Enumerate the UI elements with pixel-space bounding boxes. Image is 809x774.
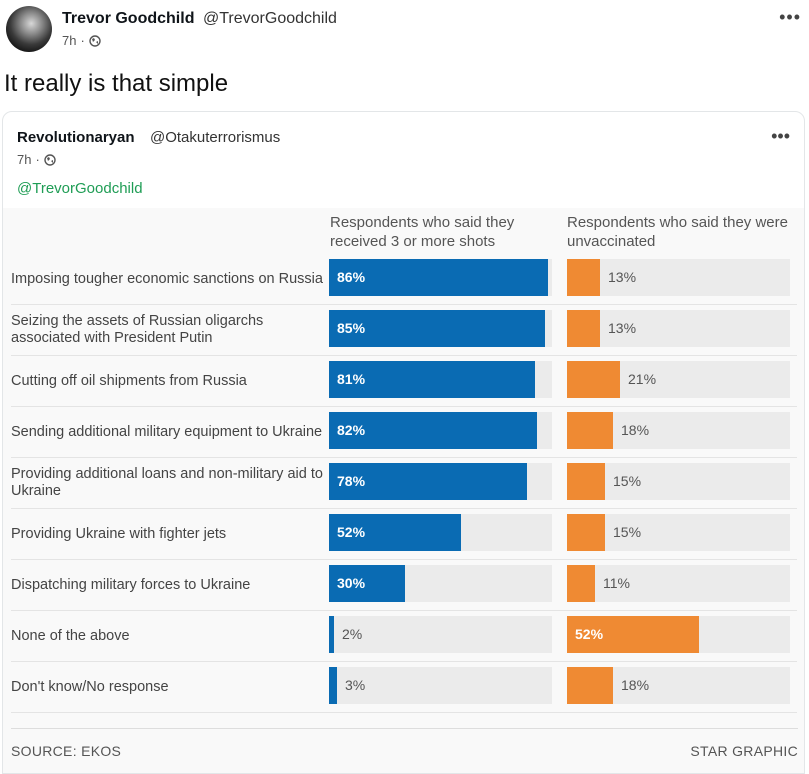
unvaccinated-bar: [567, 412, 613, 449]
post-time[interactable]: 7h: [62, 33, 77, 48]
post-text: It really is that simple: [4, 70, 229, 97]
quoted-post-time[interactable]: 7h: [17, 152, 32, 167]
row-label: Cutting off oil shipments from Russia: [11, 372, 247, 389]
row-label: Dispatching military forces to Ukraine: [11, 576, 251, 593]
vaccinated-bar-track: 86%: [329, 259, 552, 296]
vaccinated-value-label: 82%: [337, 422, 366, 438]
unvaccinated-value-label: 21%: [628, 371, 657, 387]
author-name[interactable]: Trevor Goodchild: [62, 10, 195, 27]
chart-row: Don't know/No response 3% 18%: [11, 662, 797, 713]
unvaccinated-bar: [567, 514, 605, 551]
unvaccinated-value-label: 18%: [621, 677, 650, 693]
quoted-author-handle[interactable]: @Otakuterrorismus: [150, 129, 281, 146]
vaccinated-bar: [329, 616, 334, 653]
quoted-post-card[interactable]: Revolutionaryan @Otakuterrorismus 7h · •…: [2, 111, 805, 774]
vaccinated-bar-track: 81%: [329, 361, 552, 398]
chart-row: Providing Ukraine with fighter jets 52% 15…: [11, 509, 797, 560]
unvaccinated-bar: [567, 310, 600, 347]
row-label: Imposing tougher economic sanctions on R…: [11, 270, 323, 287]
unvaccinated-value-label: 13%: [608, 269, 637, 285]
chart-source: SOURCE: EKOS: [11, 743, 122, 759]
unvaccinated-bar-track: 52%: [567, 616, 790, 653]
unvaccinated-bar-track: 15%: [567, 514, 790, 551]
chart-credit: STAR GRAPHIC: [690, 743, 798, 759]
unvaccinated-bar-track: 15%: [567, 463, 790, 500]
row-label: None of the above: [11, 627, 130, 644]
vaccinated-column-header: Respondents who said they received 3 or …: [330, 214, 515, 250]
unvaccinated-bar-track: 18%: [567, 412, 790, 449]
chart-row: Providing additional loans and non-milit…: [11, 458, 797, 509]
row-label: Providing Ukraine with fighter jets: [11, 525, 227, 542]
quoted-more-options-icon[interactable]: •••: [771, 126, 790, 146]
vaccinated-bar: [329, 463, 527, 500]
post-more-options-icon[interactable]: •••: [779, 7, 801, 27]
vaccinated-bar: [329, 310, 545, 347]
chart-row: Seizing the assets of Russian oligarchs …: [11, 305, 797, 356]
row-label: Providing additional loans and non-milit…: [11, 466, 323, 499]
vaccinated-value-label: 85%: [337, 320, 366, 336]
vaccinated-bar: [329, 361, 535, 398]
vaccinated-bar-track: 78%: [329, 463, 552, 500]
vaccinated-bar-track: 82%: [329, 412, 552, 449]
chart-row: Imposing tougher economic sanctions on R…: [11, 254, 797, 305]
unvaccinated-value-label: 18%: [621, 422, 650, 438]
unvaccinated-bar-track: 11%: [567, 565, 790, 602]
author-handle[interactable]: @TrevorGoodchild: [203, 10, 337, 27]
vaccinated-value-label: 81%: [337, 371, 366, 387]
meta-separator: ·: [35, 152, 40, 167]
unvaccinated-value-label: 13%: [608, 320, 637, 336]
vaccinated-bar-track: 3%: [329, 667, 552, 704]
vaccinated-value-label: 52%: [337, 524, 366, 540]
vaccinated-value-label: 86%: [337, 269, 366, 285]
unvaccinated-bar: [567, 361, 620, 398]
public-globe-icon: [89, 34, 101, 47]
unvaccinated-bar-track: 13%: [567, 310, 790, 347]
vaccinated-bar: [329, 514, 461, 551]
vaccinated-value-label: 2%: [342, 626, 363, 642]
post-header: Trevor Goodchild @TrevorGoodchild 7h · •…: [0, 0, 809, 60]
unvaccinated-bar-track: 13%: [567, 259, 790, 296]
vaccinated-bar-track: 30%: [329, 565, 552, 602]
vaccinated-bar: [329, 412, 537, 449]
unvaccinated-value-label: 15%: [613, 473, 642, 489]
row-label: Sending additional military equipment to…: [11, 423, 323, 440]
chart-row: Cutting off oil shipments from Russia 81%…: [11, 356, 797, 407]
vaccinated-value-label: 3%: [345, 677, 366, 693]
chart-row: Dispatching military forces to Ukraine 30…: [11, 560, 797, 611]
quoted-author-name[interactable]: Revolutionaryan: [17, 129, 135, 146]
source-divider: [11, 728, 798, 729]
unvaccinated-bar: [567, 667, 613, 704]
unvaccinated-value-label: 11%: [603, 575, 630, 591]
meta-separator: ·: [80, 33, 85, 48]
chart-row: None of the above 2% 52%: [11, 611, 797, 662]
mention-link[interactable]: @TrevorGoodchild: [17, 180, 143, 197]
vaccinated-bar: [329, 667, 337, 704]
row-label: Seizing the assets of Russian oligarchs …: [11, 313, 264, 346]
unvaccinated-value-label: 52%: [575, 626, 604, 642]
vaccinated-bar-track: 85%: [329, 310, 552, 347]
vaccinated-bar-track: 52%: [329, 514, 552, 551]
public-globe-icon: [44, 153, 56, 166]
chart-row: Sending additional military equipment to…: [11, 407, 797, 458]
vaccinated-value-label: 30%: [337, 575, 366, 591]
unvaccinated-bar: [567, 259, 600, 296]
survey-bar-chart: Respondents who said they received 3 or …: [3, 208, 804, 773]
unvaccinated-value-label: 15%: [613, 524, 642, 540]
post-meta: 7h ·: [62, 33, 101, 48]
row-label: Don't know/No response: [11, 678, 169, 695]
unvaccinated-bar: [567, 463, 605, 500]
unvaccinated-bar: [567, 616, 699, 653]
quoted-post-meta: 7h ·: [17, 152, 56, 167]
unvaccinated-bar-track: 18%: [567, 667, 790, 704]
unvaccinated-column-header: Respondents who said they were unvaccina…: [567, 214, 788, 250]
unvaccinated-bar: [567, 565, 595, 602]
vaccinated-bar: [329, 565, 405, 602]
vaccinated-value-label: 78%: [337, 473, 366, 489]
vaccinated-bar: [329, 259, 548, 296]
author-avatar[interactable]: [6, 6, 52, 52]
unvaccinated-bar-track: 21%: [567, 361, 790, 398]
vaccinated-bar-track: 2%: [329, 616, 552, 653]
